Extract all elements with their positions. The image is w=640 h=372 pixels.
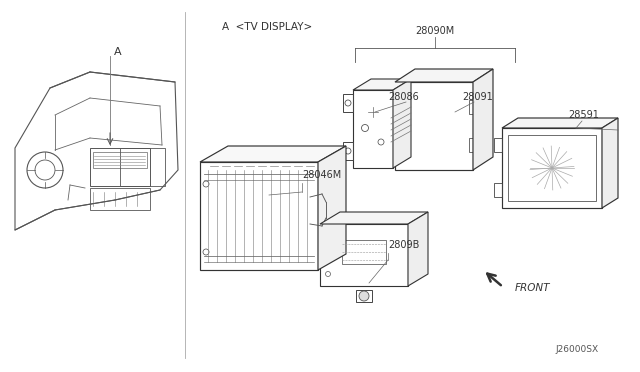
Text: FRONT: FRONT xyxy=(515,283,550,293)
Text: 28086: 28086 xyxy=(388,92,419,102)
Polygon shape xyxy=(393,79,411,168)
Circle shape xyxy=(359,291,369,301)
Bar xyxy=(343,142,353,160)
Bar xyxy=(502,128,602,208)
Bar xyxy=(320,224,408,286)
Polygon shape xyxy=(408,212,428,286)
Text: 2809B: 2809B xyxy=(388,240,419,250)
Bar xyxy=(93,152,147,168)
Bar xyxy=(469,138,481,152)
Text: 28091: 28091 xyxy=(462,92,493,102)
Text: 28591: 28591 xyxy=(568,110,599,120)
Polygon shape xyxy=(318,146,346,270)
Polygon shape xyxy=(200,146,346,162)
Bar xyxy=(343,94,353,112)
Text: A: A xyxy=(114,47,122,57)
Bar xyxy=(353,90,393,168)
Bar xyxy=(494,183,502,197)
Bar xyxy=(200,162,318,270)
Polygon shape xyxy=(395,69,493,82)
Text: 28046M: 28046M xyxy=(302,170,341,180)
Bar xyxy=(356,290,372,302)
Bar xyxy=(508,135,596,201)
Bar xyxy=(120,148,165,186)
Text: J26000SX: J26000SX xyxy=(555,345,598,354)
Polygon shape xyxy=(353,79,411,90)
Bar xyxy=(469,100,481,114)
Polygon shape xyxy=(602,118,618,208)
Polygon shape xyxy=(473,69,493,170)
Text: 28090M: 28090M xyxy=(415,26,454,36)
Bar xyxy=(342,240,386,264)
Bar xyxy=(494,138,502,152)
Polygon shape xyxy=(320,212,428,224)
Text: A  <TV DISPLAY>: A <TV DISPLAY> xyxy=(222,22,312,32)
Bar xyxy=(90,148,150,186)
Bar xyxy=(395,82,473,170)
Bar xyxy=(90,188,150,210)
Polygon shape xyxy=(502,118,618,128)
